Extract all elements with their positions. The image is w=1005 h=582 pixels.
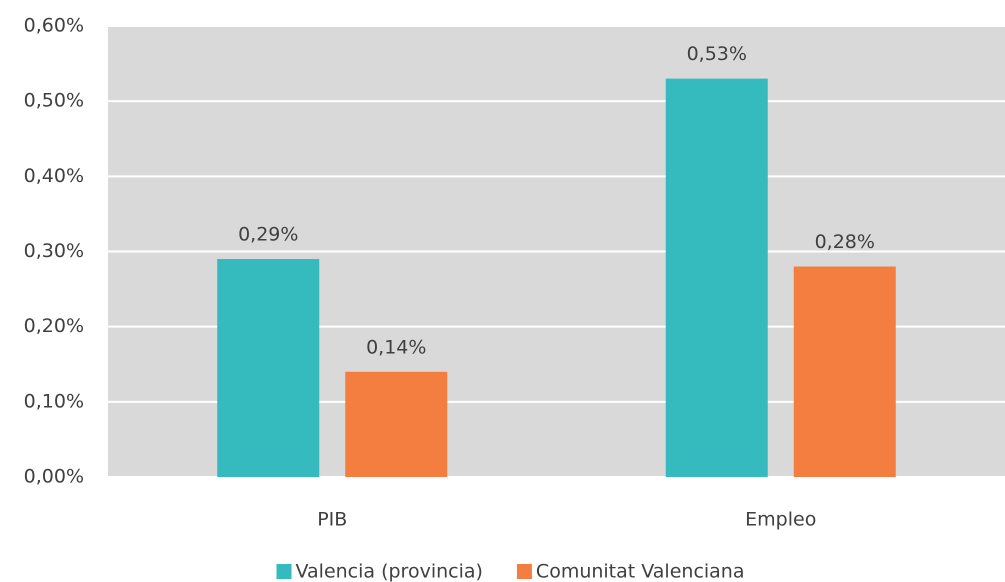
x-tick-label: Empleo — [745, 509, 816, 531]
legend-label: Comunitat Valenciana — [536, 561, 745, 582]
x-tick-label: PIB — [317, 509, 347, 531]
y-tick-label: 0,60% — [24, 15, 84, 37]
y-tick-label: 0,50% — [24, 90, 84, 112]
data-label: 0,14% — [366, 336, 426, 358]
y-tick-label: 0,40% — [24, 165, 84, 187]
y-tick-label: 0,00% — [24, 466, 84, 488]
legend-label: Valencia (provincia) — [296, 561, 483, 582]
y-tick-label: 0,10% — [24, 390, 84, 412]
data-label: 0,28% — [815, 231, 875, 253]
bar — [345, 371, 448, 477]
bar — [217, 259, 320, 477]
legend-swatch — [276, 564, 292, 579]
bar — [793, 266, 896, 477]
data-label: 0,53% — [687, 43, 747, 65]
y-tick-label: 0,20% — [24, 315, 84, 337]
data-label: 0,29% — [238, 224, 298, 246]
bar — [665, 78, 768, 477]
legend-swatch — [516, 564, 532, 579]
y-tick-label: 0,30% — [24, 240, 84, 262]
